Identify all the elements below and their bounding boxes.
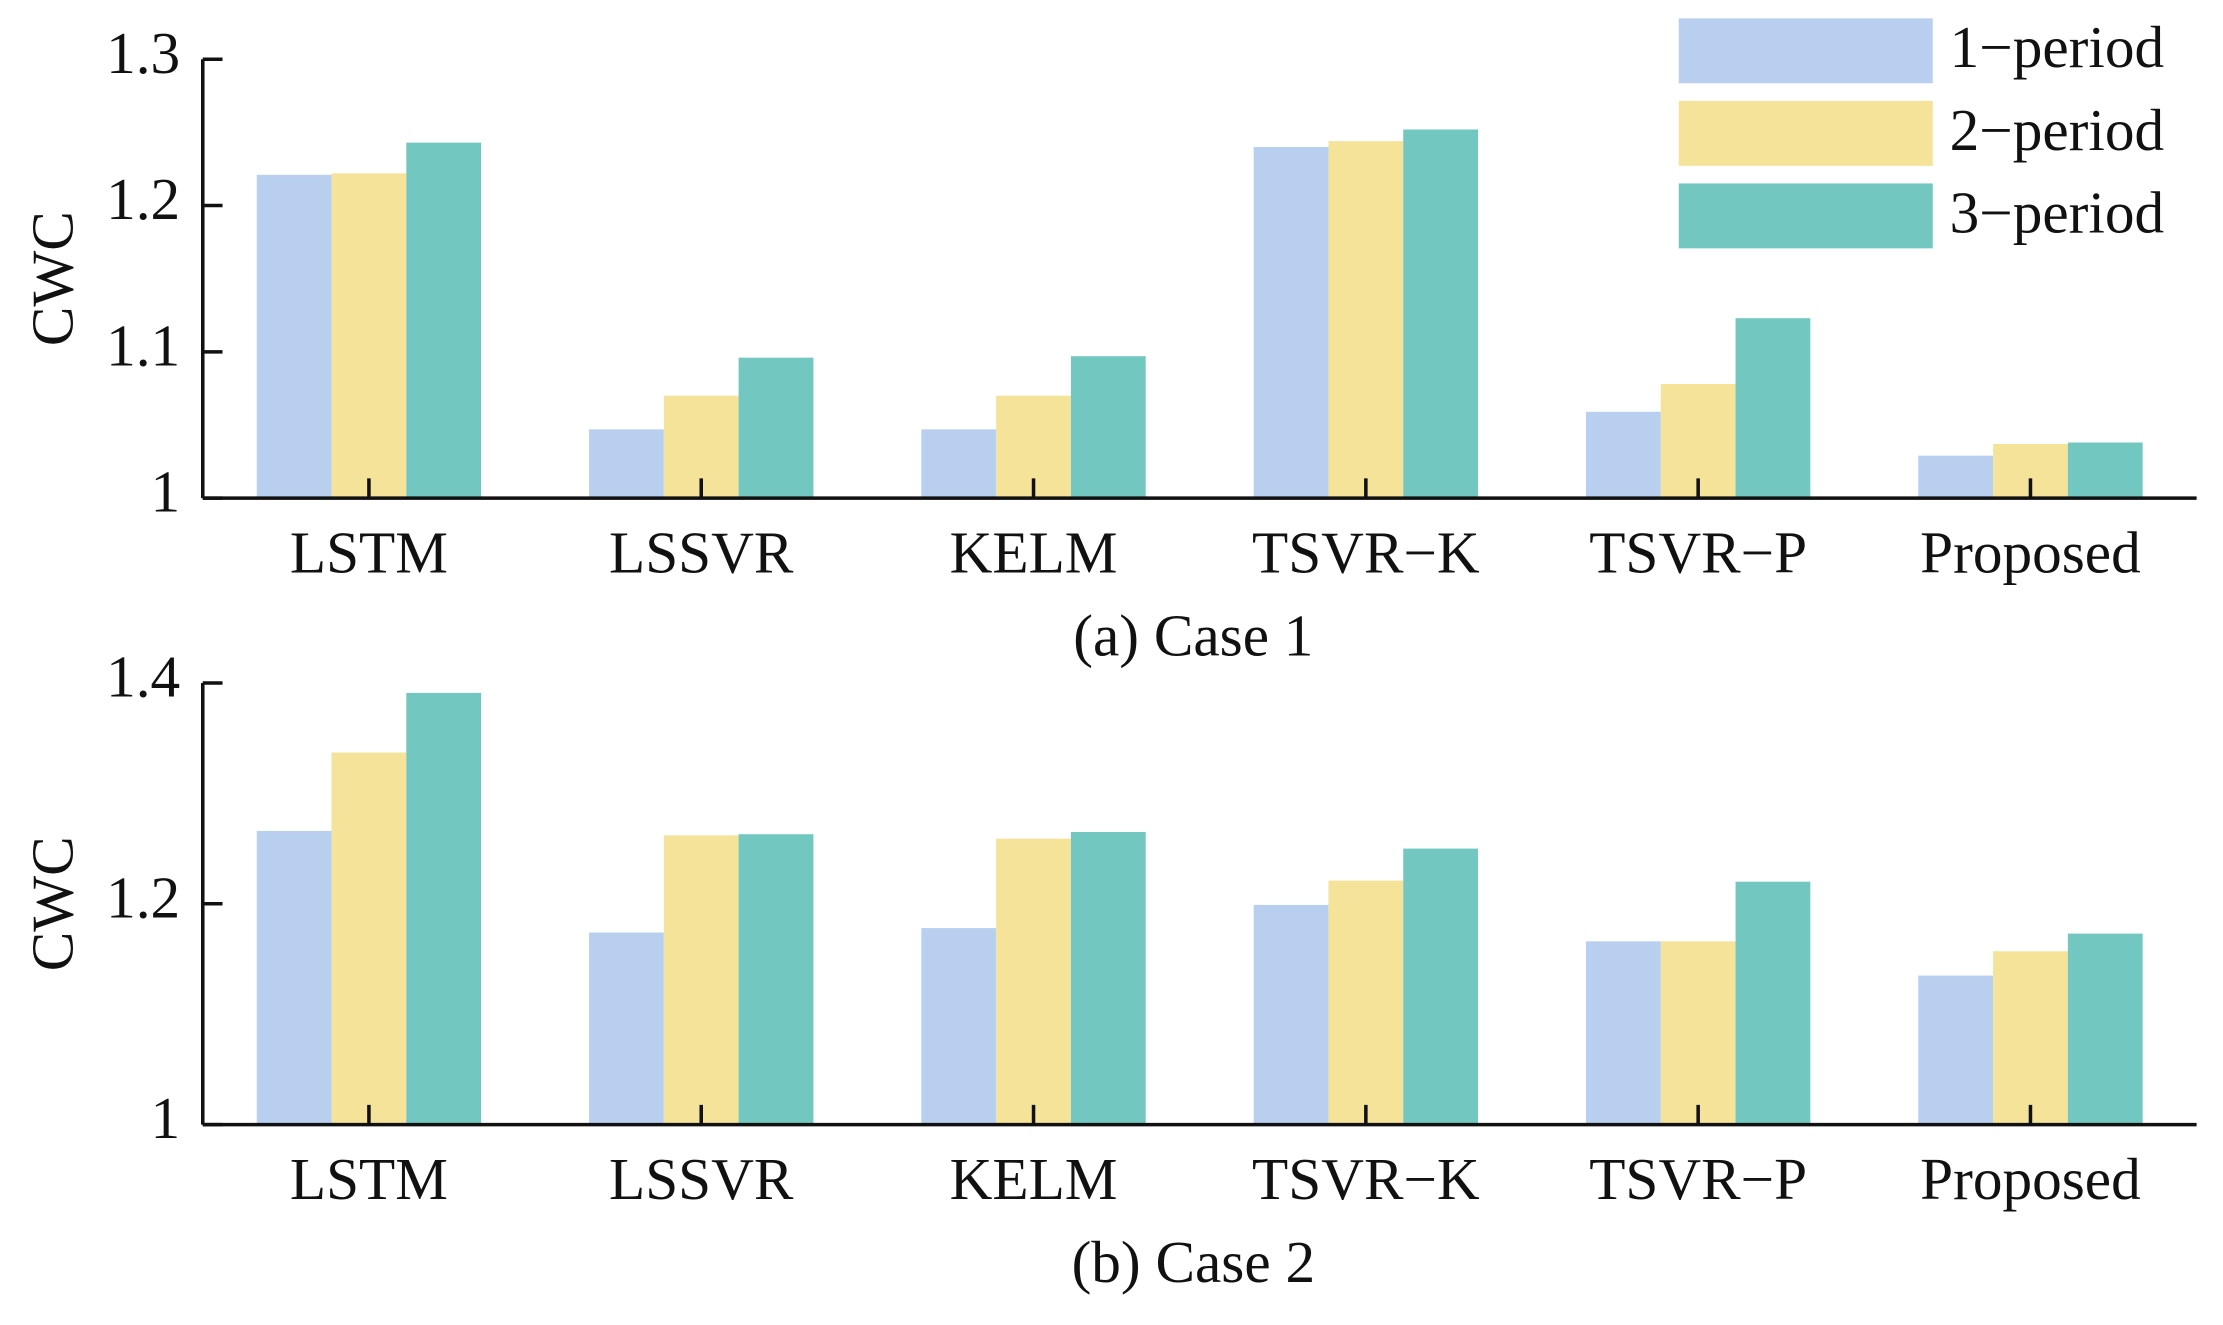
x-tick-label: KELM xyxy=(950,519,1118,585)
y-tick-label: 1 xyxy=(151,459,181,525)
bar xyxy=(1660,941,1736,1125)
bar xyxy=(1253,904,1329,1125)
bar xyxy=(1070,832,1146,1125)
bar xyxy=(331,173,407,499)
bar xyxy=(1735,881,1811,1125)
bar xyxy=(1585,411,1661,499)
bar xyxy=(1328,880,1404,1125)
bar xyxy=(1918,455,1994,499)
bar xyxy=(738,834,814,1125)
bar xyxy=(406,692,482,1125)
bar xyxy=(738,357,814,499)
legend-label: 2−period xyxy=(1950,97,2164,163)
y-tick-label: 1.3 xyxy=(106,20,180,86)
bar xyxy=(1328,141,1404,499)
bar xyxy=(2067,442,2143,499)
x-tick-label: Proposed xyxy=(1920,519,2141,585)
legend-label: 3−period xyxy=(1950,179,2164,245)
bar xyxy=(1070,356,1146,499)
bar xyxy=(1993,951,2068,1125)
y-axis-label: CWC xyxy=(19,211,85,346)
bar xyxy=(2067,933,2143,1125)
x-tick-label: LSSVR xyxy=(609,519,794,585)
bar xyxy=(996,838,1071,1125)
x-tick-label: TSVR−P xyxy=(1589,519,1807,585)
bar xyxy=(406,142,482,499)
y-tick-label: 1.1 xyxy=(106,312,180,378)
bar xyxy=(663,835,739,1125)
y-tick-label: 1.2 xyxy=(106,864,180,930)
y-tick-label: 1.4 xyxy=(106,644,180,710)
legend-swatch xyxy=(1678,183,1933,249)
chart-title: (b) Case 2 xyxy=(1072,1229,1316,1295)
y-axis-label: CWC xyxy=(19,836,85,971)
bar xyxy=(256,830,332,1125)
bar xyxy=(331,752,407,1125)
x-tick-label: TSVR−K xyxy=(1252,1146,1480,1212)
bar xyxy=(1918,975,1994,1125)
bar xyxy=(589,429,664,499)
bar xyxy=(921,928,997,1125)
bar xyxy=(1735,318,1811,499)
x-tick-label: Proposed xyxy=(1920,1146,2141,1212)
legend-swatch xyxy=(1678,18,1933,84)
legend-swatch xyxy=(1678,100,1933,166)
bar xyxy=(1403,129,1479,499)
x-tick-label: LSTM xyxy=(290,1146,448,1212)
x-tick-label: LSTM xyxy=(290,519,448,585)
x-tick-label: LSSVR xyxy=(609,1146,794,1212)
legend-label: 1−period xyxy=(1950,14,2164,80)
chart-title: (a) Case 1 xyxy=(1073,603,1313,669)
bar xyxy=(1585,941,1661,1125)
bar xyxy=(921,429,997,499)
y-tick-label: 1 xyxy=(151,1085,181,1151)
bar xyxy=(589,932,664,1125)
y-tick-label: 1.2 xyxy=(106,166,180,232)
x-tick-label: KELM xyxy=(950,1146,1118,1212)
bar xyxy=(1253,147,1329,499)
x-tick-label: TSVR−P xyxy=(1589,1146,1807,1212)
bar xyxy=(1403,848,1479,1125)
bar xyxy=(256,174,332,499)
x-tick-label: TSVR−K xyxy=(1252,519,1480,585)
